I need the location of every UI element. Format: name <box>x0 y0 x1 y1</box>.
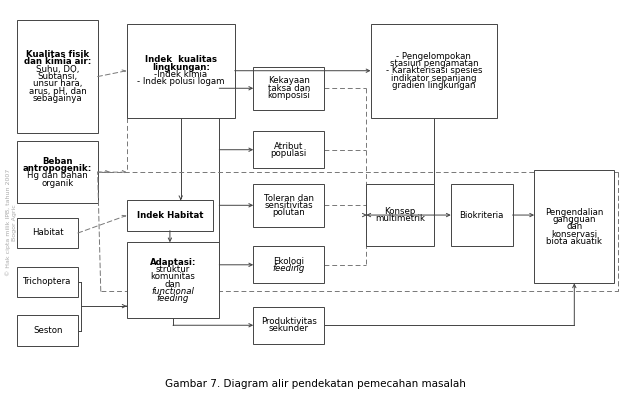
Text: Indek Habitat: Indek Habitat <box>137 211 203 220</box>
FancyBboxPatch shape <box>366 184 434 246</box>
FancyBboxPatch shape <box>127 200 213 231</box>
Text: dan: dan <box>165 280 181 288</box>
FancyBboxPatch shape <box>127 242 219 318</box>
Text: multimetrik: multimetrik <box>375 214 425 223</box>
Text: Indek  kualitas: Indek kualitas <box>145 55 217 64</box>
Text: Hg dan bahan: Hg dan bahan <box>27 171 88 180</box>
Text: organik: organik <box>42 178 74 188</box>
Text: feeding: feeding <box>273 264 305 273</box>
Text: feeding: feeding <box>157 294 189 303</box>
Text: sebagainya: sebagainya <box>33 94 83 103</box>
Text: Atribut: Atribut <box>274 142 304 151</box>
Text: Gambar 7. Diagram alir pendekatan pemecahan masalah: Gambar 7. Diagram alir pendekatan pemeca… <box>164 378 466 388</box>
FancyBboxPatch shape <box>253 246 324 283</box>
Text: indikator sepanjang: indikator sepanjang <box>391 73 477 83</box>
Text: - Indek polusi logam: - Indek polusi logam <box>137 77 224 86</box>
Text: biota akuatik: biota akuatik <box>546 237 602 246</box>
Text: Adaptasi:: Adaptasi: <box>150 258 196 267</box>
Text: unsur hara,: unsur hara, <box>33 79 83 88</box>
Text: arus, pH, dan: arus, pH, dan <box>29 87 86 95</box>
Text: taksa dan: taksa dan <box>268 84 310 93</box>
Text: populasi: populasi <box>271 149 307 158</box>
Text: Toleran dan: Toleran dan <box>264 193 314 203</box>
Text: Produktivitas: Produktivitas <box>261 317 317 326</box>
Text: functional: functional <box>152 287 195 296</box>
FancyBboxPatch shape <box>253 67 324 110</box>
Text: Subtansi,: Subtansi, <box>37 72 77 81</box>
Text: - Pengelompokan: - Pengelompokan <box>396 51 471 61</box>
Text: Biokriteria: Biokriteria <box>459 210 504 220</box>
FancyBboxPatch shape <box>18 141 98 203</box>
Text: dan kimia air:: dan kimia air: <box>24 58 91 66</box>
FancyBboxPatch shape <box>253 307 324 344</box>
Text: Pengendalian: Pengendalian <box>545 208 604 217</box>
FancyBboxPatch shape <box>534 170 614 283</box>
Text: stasiun pengamatan: stasiun pengamatan <box>389 59 478 68</box>
Text: sensitivitas: sensitivitas <box>265 201 313 210</box>
Text: sekunder: sekunder <box>269 325 309 333</box>
Text: Konsep: Konsep <box>384 207 416 216</box>
Text: © Hak cipta milik IPB, tahun 2007
Bogor Agric: © Hak cipta milik IPB, tahun 2007 Bogor … <box>6 169 17 276</box>
Text: antropogenik:: antropogenik: <box>23 164 92 173</box>
FancyBboxPatch shape <box>18 266 78 297</box>
FancyBboxPatch shape <box>370 24 497 117</box>
Text: Kekayaan: Kekayaan <box>268 76 310 85</box>
Text: Trichoptera: Trichoptera <box>23 277 72 286</box>
Text: Suhu, DO,: Suhu, DO, <box>36 65 79 74</box>
Text: Ekologi: Ekologi <box>273 256 304 266</box>
Text: Seston: Seston <box>33 326 62 335</box>
FancyBboxPatch shape <box>18 20 98 133</box>
Text: Kualitas fisik: Kualitas fisik <box>26 50 89 59</box>
Text: dan: dan <box>566 222 582 231</box>
Text: -Indek kimia: -Indek kimia <box>154 70 207 79</box>
Text: komposisi: komposisi <box>267 91 310 100</box>
FancyBboxPatch shape <box>253 184 324 227</box>
FancyBboxPatch shape <box>18 315 78 346</box>
Text: Habitat: Habitat <box>32 229 64 237</box>
Text: gradien lingkungan: gradien lingkungan <box>392 81 476 90</box>
Text: lingkungan:: lingkungan: <box>152 63 210 71</box>
Text: polutan: polutan <box>272 208 305 217</box>
FancyBboxPatch shape <box>253 131 324 168</box>
Text: - Karakterisasi spesies: - Karakterisasi spesies <box>386 66 482 75</box>
FancyBboxPatch shape <box>18 218 78 248</box>
Text: gangguan: gangguan <box>553 215 596 224</box>
Text: komunitas: komunitas <box>151 272 195 281</box>
FancyBboxPatch shape <box>127 24 235 117</box>
Text: struktur: struktur <box>156 265 190 274</box>
FancyBboxPatch shape <box>451 184 513 246</box>
Text: Beban: Beban <box>42 157 73 166</box>
Text: konservasi: konservasi <box>551 229 597 239</box>
